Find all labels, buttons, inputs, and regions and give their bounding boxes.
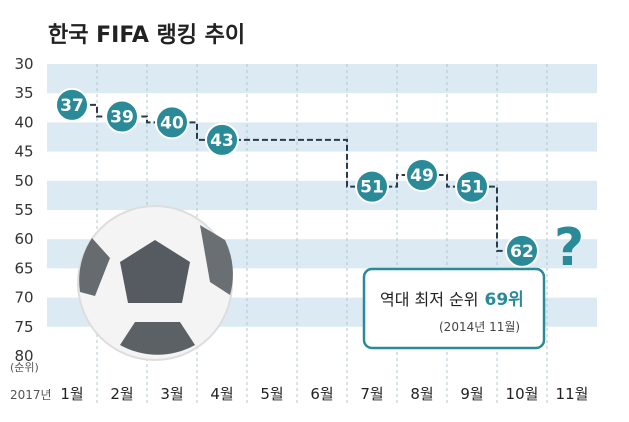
grid-band [47,64,597,94]
chart-title: 한국 FIFA 랭킹 추이 [48,23,245,48]
grid-band [47,122,597,152]
grid-band [47,180,597,210]
x-tick-label: 7월 [360,385,383,403]
annotation-main: 역대 최저 순위 69위 [380,290,524,310]
data-label: 51 [360,178,384,198]
y-tick-label: 50 [14,172,33,190]
series-line [72,103,522,252]
x-tick-label: 11월 [556,385,589,403]
data-point [455,169,489,204]
x-axis-year-prefix: 2017년 [10,388,52,402]
x-tick-label: 5월 [260,385,283,403]
x-tick-label: 9월 [460,385,483,403]
y-tick-label: 80 [14,347,33,365]
y-tick-label: 40 [14,113,33,131]
data-label: 37 [60,96,84,116]
x-tick-label: 4월 [210,385,233,403]
data-point [105,99,139,134]
data-label: 51 [460,178,484,198]
data-point [55,87,89,122]
data-label: 49 [410,166,434,186]
x-tick-label: 6월 [310,385,333,403]
y-tick-label: 65 [14,259,33,277]
data-point [355,169,389,204]
data-label: 43 [210,131,234,151]
y-tick-label: 60 [14,230,33,248]
x-tick-label: 8월 [410,385,433,403]
x-tick-label: 1월 [60,385,83,403]
pending-question-mark: ? [554,218,584,278]
y-tick-label: 35 [14,84,33,102]
data-label: 62 [510,242,534,262]
x-tick-label: 2월 [110,385,133,403]
x-tick-label: 10월 [506,385,539,403]
annotation-box [362,267,546,350]
data-label: 39 [110,108,134,128]
annotation-sub: (2014년 11월) [439,320,520,334]
y-axis-unit: (순위) [10,361,39,374]
soccer-ball-image [77,205,233,361]
y-tick-label: 75 [14,318,33,336]
data-label: 40 [160,113,184,133]
y-tick-label: 30 [14,55,33,73]
y-tick-label: 70 [14,289,33,307]
ranking-series: 37 39 40 43 51 49 51 62 [55,87,539,268]
record-low-annotation: 역대 최저 순위 69위 (2014년 11월) [362,267,546,350]
y-tick-label: 55 [14,201,33,219]
y-tick-label: 45 [14,143,33,161]
data-point [205,122,239,157]
y-axis-ticks: 30 35 40 45 50 55 60 65 70 75 80 [14,55,33,365]
x-axis-ticks: 1월 2월 3월 4월 5월 6월 7월 8월 9월 10월 11월 [60,385,588,403]
data-point [505,233,539,268]
x-tick-label: 3월 [160,385,183,403]
data-point [405,157,439,192]
data-point [155,105,189,140]
